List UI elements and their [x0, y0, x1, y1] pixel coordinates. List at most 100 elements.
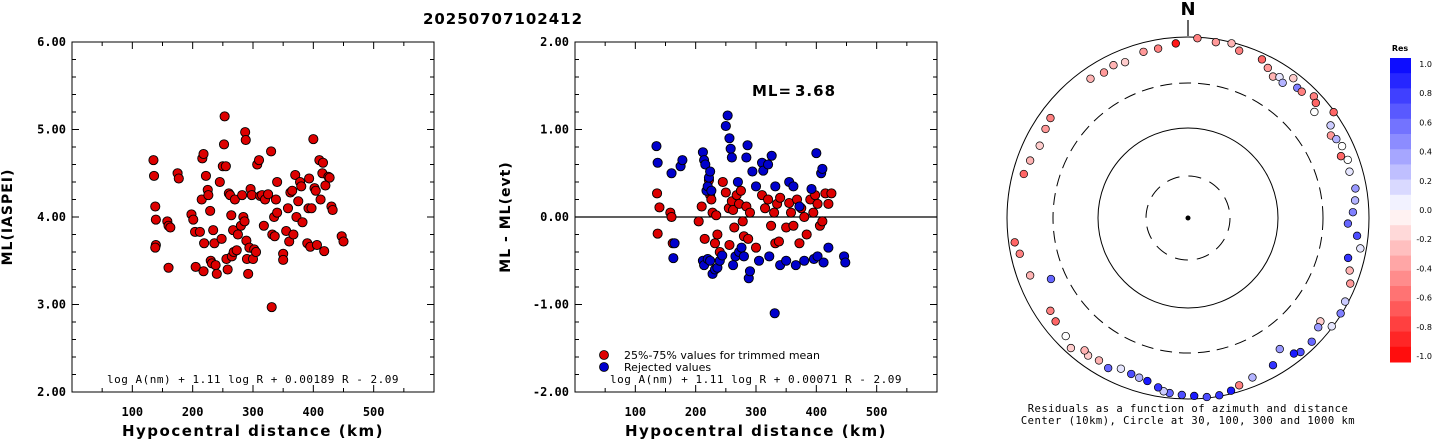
- data-point: [760, 203, 771, 214]
- legend-label-trimmed: 25%-75% values for trimmed mean: [624, 349, 820, 362]
- data-point: [270, 194, 281, 205]
- data-point: [246, 190, 257, 201]
- station-point: [1143, 376, 1152, 386]
- station-point: [1099, 68, 1109, 77]
- colorbar-tick-label: 0.8: [1419, 89, 1432, 98]
- data-point: [240, 134, 251, 146]
- data-point: [266, 146, 277, 157]
- data-point: [750, 242, 762, 253]
- data-point: [823, 242, 834, 253]
- data-point: [737, 216, 748, 227]
- colorbar-cell: [1390, 134, 1411, 150]
- data-point: [722, 110, 733, 121]
- colorbar-tick-label: -0.2: [1416, 235, 1432, 244]
- station-point: [1116, 364, 1126, 373]
- data-point: [666, 211, 677, 223]
- data-point: [214, 176, 225, 188]
- data-point: [823, 198, 834, 209]
- station-point: [1345, 266, 1354, 275]
- colorbar-cell: [1390, 73, 1411, 89]
- colorbar-cell: [1390, 88, 1411, 105]
- x-tick-label: 400: [302, 405, 324, 419]
- data-point: [306, 203, 317, 214]
- station-point: [1046, 113, 1055, 123]
- station-point: [1307, 337, 1316, 346]
- data-point: [205, 205, 216, 216]
- data-point: [736, 242, 747, 253]
- x-tick-label: 100: [121, 405, 143, 419]
- colorbar-cell: [1390, 270, 1411, 287]
- caption-line-2: Center (10km), Circle at 30, 100, 300 an…: [1021, 415, 1355, 427]
- data-point: [258, 220, 269, 231]
- data-point: [794, 201, 805, 212]
- station-point: [1051, 317, 1060, 326]
- data-point: [817, 163, 828, 174]
- data-point: [773, 236, 784, 247]
- data-point: [652, 188, 663, 199]
- data-point: [208, 225, 219, 236]
- data-point: [203, 190, 214, 201]
- station-point: [1310, 107, 1319, 117]
- y-tick-label: -2.00: [533, 385, 569, 399]
- data-point: [811, 148, 822, 159]
- panel-azimuth-residuals: N Residuals as a function of azimuth and…: [1006, 0, 1370, 427]
- data-point: [743, 233, 754, 244]
- station-point: [1190, 391, 1199, 401]
- data-point: [770, 181, 781, 192]
- data-point: [293, 196, 304, 207]
- station-point: [1086, 74, 1095, 83]
- data-point: [720, 187, 731, 198]
- data-point: [812, 251, 823, 262]
- data-point: [794, 238, 805, 249]
- outer-circle-1000km: [1006, 36, 1370, 400]
- colorbar: Res 1.0 0.8 0.6 0.4 0.2 0.0 -0.2 -0.4 -0.6 -0.8 -1…: [1390, 44, 1432, 363]
- station-point: [1041, 124, 1050, 134]
- data-point: [220, 161, 231, 172]
- data-point: [744, 207, 756, 218]
- station-point: [1289, 74, 1298, 83]
- station-point: [1336, 309, 1345, 318]
- caption-line-1: Residuals as a function of azimuth and d…: [1028, 403, 1349, 415]
- station-point: [1263, 63, 1272, 73]
- colorbar-cell: [1390, 179, 1411, 196]
- data-point: [287, 185, 298, 196]
- data-point: [677, 155, 688, 166]
- station-point: [1297, 87, 1306, 96]
- data-point: [327, 204, 338, 216]
- colorbar-tick-label: 0.0: [1419, 206, 1432, 215]
- station-point: [1066, 343, 1076, 353]
- data-point: [806, 183, 817, 195]
- y-tick-label: 4.00: [37, 210, 66, 224]
- station-point: [1025, 156, 1035, 165]
- data-point: [219, 111, 230, 122]
- data-point: [700, 159, 711, 170]
- data-point: [724, 239, 735, 251]
- station-point: [1351, 184, 1360, 193]
- data-point: [165, 222, 176, 233]
- figure-title: 20250707102412: [423, 10, 583, 28]
- data-point: [693, 216, 704, 227]
- y-tick-label: 2.00: [540, 35, 569, 49]
- colorbar-cell: [1390, 331, 1411, 348]
- data-point: [239, 216, 250, 227]
- y-tick-label: 5.00: [37, 123, 66, 137]
- data-point: [808, 207, 819, 218]
- data-point: [651, 141, 662, 152]
- data-point: [728, 260, 739, 271]
- data-point: [310, 185, 321, 196]
- station-point: [1226, 386, 1236, 395]
- x-tick-label: 500: [866, 405, 888, 419]
- station-point: [1341, 297, 1350, 306]
- data-point: [724, 133, 735, 144]
- station-point: [1278, 78, 1287, 87]
- station-point: [1171, 39, 1180, 48]
- station-point: [1025, 271, 1035, 280]
- data-point: [785, 207, 797, 218]
- station-point: [1153, 44, 1163, 53]
- legend-marker-trimmed: [599, 350, 609, 360]
- colorbar-cell: [1390, 286, 1411, 302]
- data-point: [766, 150, 777, 161]
- colorbar-cell: [1390, 58, 1411, 74]
- station-point: [1015, 249, 1024, 258]
- x-tick-label: 200: [685, 405, 707, 419]
